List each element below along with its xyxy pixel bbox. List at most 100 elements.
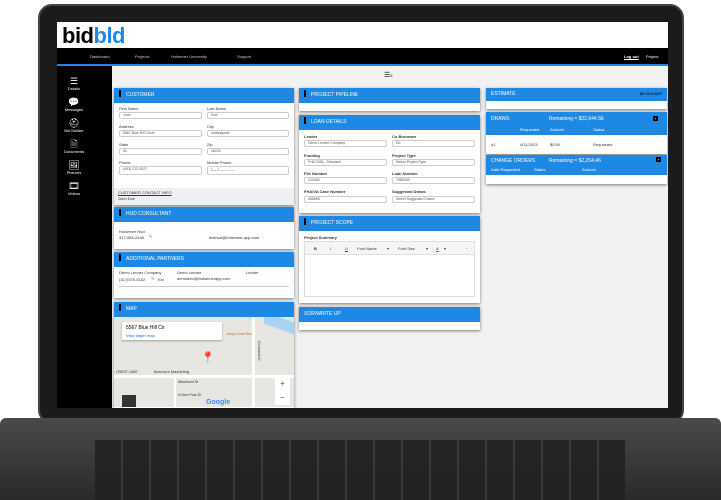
- change-orders-remaining: Remaining = $2,254.46: [549, 158, 601, 164]
- font-name-dropdown[interactable]: Font Name: [357, 246, 377, 251]
- estimate-card: ESTIMATE BID BUILDER: [486, 88, 667, 109]
- logo-bar: bidbld: [57, 22, 668, 48]
- customer-header[interactable]: CUSTOMER: [114, 88, 294, 103]
- water: [264, 317, 294, 335]
- drag-handle-icon[interactable]: [119, 304, 121, 311]
- map-card: MAP 5567 Blue Hill Cir View larger map 📍…: [114, 302, 294, 408]
- nav-support[interactable]: Support: [237, 54, 252, 59]
- first-name-input[interactable]: John: [119, 112, 202, 119]
- loan-header[interactable]: LOAN DETAILS: [299, 115, 480, 130]
- map-address: 5567 Blue Hill Cir: [126, 325, 165, 331]
- sidebar-item-bid-builder[interactable]: ⛑ Bid Builder: [61, 118, 87, 133]
- field-label: File Number: [304, 171, 328, 176]
- partner-email[interactable]: demolend@holsemerapp.com: [177, 276, 231, 281]
- sidebar-item-videos[interactable]: 🎞 Videos: [61, 181, 87, 196]
- card-title: HUD CONSULTANT: [126, 211, 172, 217]
- card-title: DRAWS: [491, 116, 510, 122]
- nav-dashboard[interactable]: Dashboard: [90, 54, 110, 59]
- suggested-draws-select[interactable]: Select Suggested Draws: [392, 196, 475, 203]
- list-icon: ☰: [69, 76, 79, 86]
- map-view[interactable]: 5567 Blue Hill Cir View larger map 📍 CRE…: [114, 317, 294, 407]
- field-label: Loan Number: [392, 171, 418, 176]
- field-label: Last Name: [207, 106, 227, 111]
- drag-handle-icon[interactable]: [304, 90, 306, 97]
- font-size-dropdown[interactable]: Font Size: [398, 246, 415, 251]
- loan-number-input[interactable]: 7689045: [392, 177, 475, 184]
- satellite-toggle[interactable]: [122, 395, 136, 407]
- estimate-header[interactable]: ESTIMATE BID BUILDER: [486, 88, 667, 101]
- divider: [119, 286, 289, 287]
- lender-select[interactable]: Demo Lender Company: [304, 140, 387, 147]
- customer-card: CUSTOMER First Name John Last Name Doe A…: [114, 88, 294, 205]
- customer-contact-link[interactable]: CUSTOMER CONTACT INFO: [118, 190, 172, 195]
- drag-handle-icon[interactable]: [304, 117, 306, 124]
- drag-handle-icon[interactable]: [119, 254, 121, 261]
- field-label: Phone: [119, 160, 131, 165]
- logo[interactable]: bidbld: [62, 23, 125, 49]
- hud-header[interactable]: HUD CONSULTANT: [114, 207, 294, 222]
- pipeline-header[interactable]: PROJECT PIPELINE: [299, 88, 480, 103]
- case-number-input[interactable]: 456898: [304, 196, 387, 203]
- hud-phone[interactable]: 317-585-2448: [119, 235, 144, 240]
- logout-link[interactable]: Log out: [624, 54, 639, 59]
- sidebar-item-messages[interactable]: 💬 Messages: [61, 97, 87, 112]
- zip-input[interactable]: 46224: [207, 148, 289, 155]
- map-street-label: N Lemont Dr: [257, 341, 261, 361]
- drag-handle-icon[interactable]: [304, 218, 306, 225]
- phone-input[interactable]: (463) 212-0027: [119, 166, 202, 175]
- zoom-in-button[interactable]: +: [280, 379, 285, 388]
- zoom-out-button[interactable]: −: [280, 393, 285, 402]
- sor-header[interactable]: SOR/WRITE UP: [299, 307, 480, 322]
- partner-role: Lender: [246, 270, 259, 275]
- sidebar-item-details[interactable]: ☰ Details: [61, 76, 87, 91]
- italic-button[interactable]: I: [330, 246, 332, 251]
- edit-icon[interactable]: ✎: [151, 276, 155, 281]
- scope-header[interactable]: PROJECT SCOPE: [299, 216, 480, 231]
- draw-status: Requested: [593, 142, 613, 147]
- project-type-select[interactable]: Select Project Type: [392, 159, 475, 166]
- underline-button[interactable]: U: [345, 246, 348, 251]
- city-input[interactable]: Indianapolis: [207, 130, 289, 137]
- card-title: PROJECT PIPELINE: [311, 92, 359, 98]
- drag-handle-icon[interactable]: [119, 90, 121, 97]
- laptop-base: [0, 418, 721, 500]
- co-borrower-select[interactable]: No: [392, 140, 475, 147]
- bold-button[interactable]: B: [314, 246, 317, 251]
- file-number-input[interactable]: 123456: [304, 177, 387, 184]
- layout-toggle[interactable]: ☰5: [384, 71, 393, 79]
- field-label: Zip: [207, 142, 213, 147]
- hud-email[interactable]: testhud@holsemer-app.com: [209, 235, 260, 240]
- sidebar-item-documents[interactable]: 🗎 Documents: [61, 139, 87, 154]
- change-orders-card: CHANGE ORDERS Remaining = $2,254.46 + Da…: [486, 155, 667, 184]
- map-pin-icon[interactable]: 📍: [201, 352, 215, 364]
- chat-icon: 💬: [68, 97, 80, 107]
- sidebar-item-pictures[interactable]: 🖼 Pictures: [61, 160, 87, 175]
- change-orders-header: CHANGE ORDERS Remaining = $2,254.46 + Da…: [486, 155, 667, 175]
- draw-number: #1: [491, 142, 496, 147]
- rich-text-editor[interactable]: B I U Font Name ▾ Font Size ▾ A ▾ ⌄: [304, 241, 475, 297]
- map-header[interactable]: MAP: [114, 302, 294, 317]
- hud-name: Holsemer Hud: [119, 229, 145, 234]
- partner-phone[interactable]: (317)575-5152: [119, 277, 146, 282]
- address-input[interactable]: 5567 Blue Hill Circle: [119, 130, 202, 137]
- nav-project[interactable]: Project: [646, 54, 659, 59]
- column-header: Status: [534, 167, 546, 172]
- nav-university[interactable]: Holsemer University: [171, 54, 207, 59]
- font-color-button[interactable]: A: [436, 246, 439, 252]
- add-change-order-button[interactable]: +: [656, 157, 661, 162]
- view-larger-map-link[interactable]: View larger map: [126, 333, 155, 338]
- funding-select[interactable]: FHA 203k - Standard: [304, 159, 387, 166]
- nav-projects[interactable]: Projects: [135, 54, 150, 59]
- bid-builder-link[interactable]: BID BUILDER: [640, 92, 662, 96]
- expand-toolbar-icon[interactable]: ⌄: [465, 245, 469, 250]
- map-info-box: 5567 Blue Hill Cir View larger map: [122, 322, 222, 340]
- last-name-input[interactable]: Doe: [207, 112, 289, 119]
- mobile-phone-input[interactable]: (___) ___-____: [207, 166, 289, 175]
- column-header: Requested: [520, 127, 540, 132]
- drag-handle-icon[interactable]: [119, 209, 121, 216]
- partner-company: Demo Lender Company: [119, 270, 162, 275]
- add-draw-button[interactable]: +: [653, 116, 658, 121]
- edit-icon[interactable]: ✎: [149, 234, 153, 239]
- state-input[interactable]: IN: [119, 148, 202, 155]
- partners-header[interactable]: ADDITIONAL PARTNERS: [114, 252, 294, 267]
